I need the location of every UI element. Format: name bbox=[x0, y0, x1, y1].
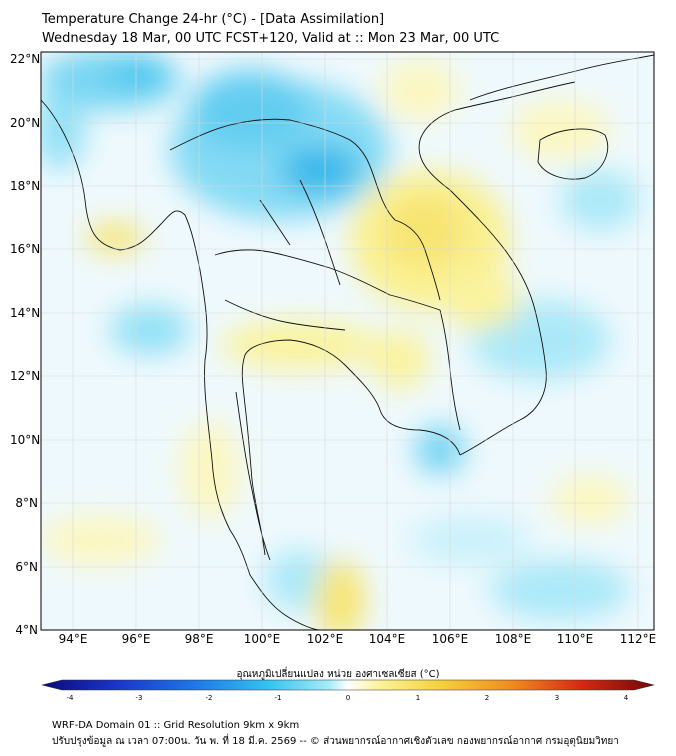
chart-subtitle: Wednesday 18 Mar, 00 UTC FCST+120, Valid… bbox=[42, 31, 500, 46]
lon-label: 110°E bbox=[556, 632, 594, 646]
temperature-field bbox=[41, 52, 654, 630]
chart-title: Temperature Change 24-hr (°C) - [Data As… bbox=[42, 12, 385, 27]
colorbar-tick: 2 bbox=[484, 694, 490, 702]
lon-label: 94°E bbox=[58, 632, 88, 646]
lon-label: 102°E bbox=[306, 632, 344, 646]
colorbar-tick: -4 bbox=[66, 694, 74, 702]
colorbar-tick: 4 bbox=[623, 694, 629, 702]
temperature-change-map bbox=[40, 51, 655, 691]
lat-label: 14°N bbox=[10, 306, 41, 320]
colorbar-tick: -1 bbox=[274, 694, 282, 702]
colorbar bbox=[41, 679, 655, 691]
colorbar-title: อุณหภูมิเปลี่ยนแปลง หน่วย องศาเซลเซียส (… bbox=[236, 669, 440, 680]
footer-model-info: WRF-DA Domain 01 :: Grid Resolution 9km … bbox=[52, 720, 300, 731]
lat-label: 18°N bbox=[10, 179, 41, 193]
graticule bbox=[41, 52, 654, 630]
lat-label: 22°N bbox=[10, 52, 41, 66]
coastlines bbox=[41, 54, 654, 630]
footer-credit: ปรับปรุงข้อมูล ณ เวลา 07:00น. วัน พ. ที่… bbox=[52, 736, 619, 747]
lon-label: 100°E bbox=[243, 632, 281, 646]
lon-label: 104°E bbox=[368, 632, 406, 646]
lat-label: 12°N bbox=[10, 369, 41, 383]
colorbar-tick: 3 bbox=[554, 694, 560, 702]
lon-label: 98°E bbox=[184, 632, 214, 646]
colorbar-tick: -3 bbox=[135, 694, 143, 702]
colorbar-tick: 1 bbox=[415, 694, 421, 702]
lat-label: 8°N bbox=[15, 496, 38, 510]
lat-label: 16°N bbox=[10, 242, 41, 256]
lat-label: 4°N bbox=[15, 623, 38, 637]
colorbar-tick: -2 bbox=[205, 694, 213, 702]
lat-label: 20°N bbox=[10, 116, 41, 130]
colorbar-tick: 0 bbox=[345, 694, 351, 702]
lon-label: 106°E bbox=[431, 632, 469, 646]
lat-label: 6°N bbox=[15, 560, 38, 574]
lat-label: 10°N bbox=[10, 433, 41, 447]
map-frame bbox=[40, 51, 655, 631]
lon-label: 112°E bbox=[619, 632, 657, 646]
lon-label: 96°E bbox=[121, 632, 151, 646]
lon-label: 108°E bbox=[494, 632, 532, 646]
